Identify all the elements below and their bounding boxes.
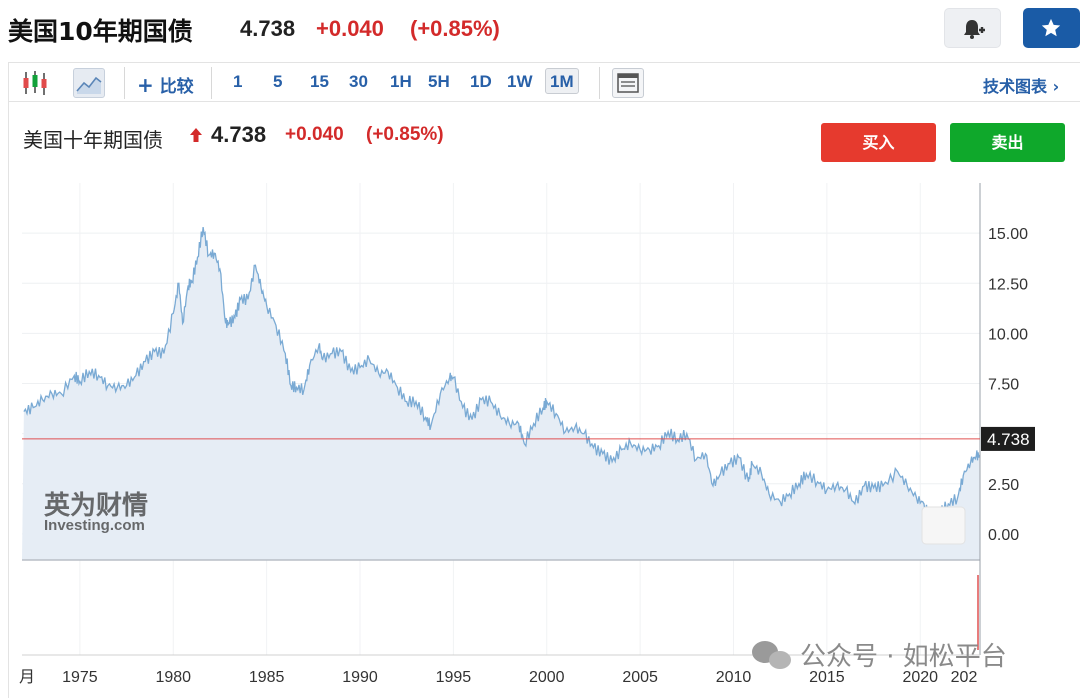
x-tick-label: 1975 [62,669,98,686]
x-tick-label: 1995 [436,669,472,686]
x-tick-label: 2010 [716,669,752,686]
instrument-price: 4.738 [211,122,267,147]
x-tick-label: 2000 [529,669,565,686]
interval-1w[interactable]: 1W [507,72,533,91]
candlestick-icon [23,71,47,95]
compare-label: 比较 [159,77,194,97]
x-tick-label: 1990 [342,669,378,686]
y-tick-label: 7.50 [988,377,1019,394]
chart-settings-button[interactable] [921,506,966,545]
compare-button[interactable]: + 比较 [137,72,194,97]
technical-chart-link[interactable]: 技术图表 › [983,77,1060,96]
header-price: 4.738 [240,16,296,41]
add-watchlist-button[interactable] [1023,8,1080,48]
chart-card: 美国十年期国债 4.738 +0.040 (+0.85%) 买入 卖出 [8,102,1080,698]
watermark-brand-en: Investing.com [44,517,145,534]
layout-icon [617,73,639,93]
toolbar-divider [599,67,600,99]
current-price-tag: 4.738 [981,426,1035,451]
add-alert-button[interactable] [944,8,1001,48]
interval-1d[interactable]: 1D [470,72,492,91]
interval-5[interactable]: 5 [273,72,283,91]
candlestick-chart-button[interactable] [19,68,51,98]
watermark-brand-cn: 英为财情 [44,491,148,521]
area-chart-icon [76,76,102,94]
y-tick-label: 15.00 [988,226,1028,243]
y-tick-label: 0.00 [988,527,1019,544]
y-tick-label: 10.00 [988,326,1028,343]
toolbar-divider [211,67,212,99]
sell-button[interactable]: 卖出 [950,123,1065,162]
interval-1h[interactable]: 1H [390,72,412,91]
x-tick-label: 2020 [902,669,938,686]
current-price-label: 4.738 [987,430,1030,449]
x-axis-labels: 月 1975 1980 1985 1990 1995 2000 2005 2010 2015 202… [19,667,977,686]
star-icon [1041,18,1061,37]
chart-area-fill [22,227,980,560]
instrument-name: 美国十年期国债 [23,128,163,152]
instrument-change-pct: (+0.85%) [366,124,444,145]
chart-series-line [23,227,981,527]
x-tick-label: 1985 [249,669,285,686]
layout-button[interactable] [612,68,644,98]
quote-header: 美国10年期国债 4.738 +0.040 (+0.85%) [0,0,1080,58]
page-title: 美国10年期国债 [8,17,193,46]
y-tick-label: 12.50 [988,276,1028,293]
interval-1m[interactable]: 1M [545,68,579,94]
instrument-change: +0.040 [285,124,344,145]
header-change-pct: (+0.85%) [410,16,500,41]
x-tick-label: 202 [951,669,978,686]
header-change: +0.040 [316,16,384,41]
x-tick-label: 1980 [155,669,191,686]
bell-plus-icon [964,20,985,39]
investing-watermark: 英为财情 Investing.com [44,491,148,534]
y-tick-label: 2.50 [988,477,1019,494]
interval-5h[interactable]: 5H [428,72,450,91]
interval-30[interactable]: 30 [349,72,368,91]
wechat-watermark: 公众号 · 如松平台 [752,641,1007,672]
wechat-icon [752,641,791,669]
buy-button[interactable]: 买入 [821,123,936,162]
toolbar-divider [124,67,125,99]
up-arrow-icon [190,128,202,142]
wechat-account-label: 公众号 · 如松平台 [800,642,1007,672]
area-chart-button[interactable] [73,68,105,98]
x-tick-label: 2005 [622,669,658,686]
plus-icon: + [137,73,154,97]
x-tick-label: 2015 [809,669,845,686]
interval-1[interactable]: 1 [233,72,243,91]
chart-toolbar: + 比较 1 5 15 30 1H 5H 1D 1W 1M 技术图表 › [8,62,1080,102]
interval-15[interactable]: 15 [310,72,329,91]
x-tick-label: 月 [19,667,35,686]
